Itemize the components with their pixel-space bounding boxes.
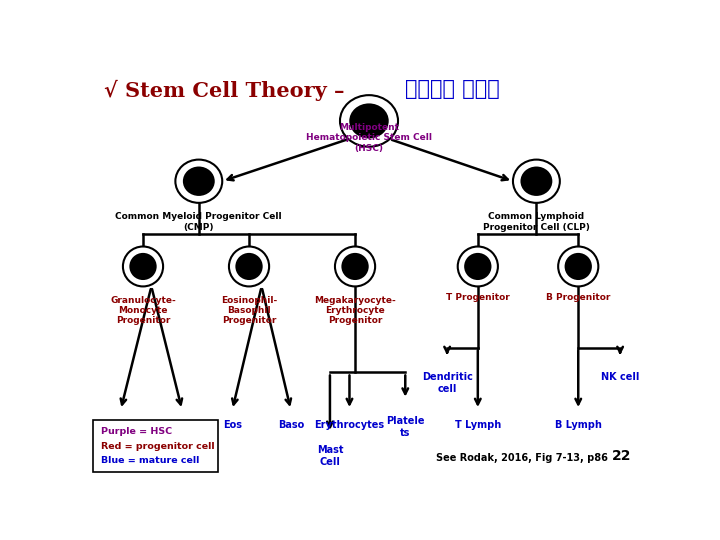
Text: Megakaryocyte-
Erythrocyte
Progenitor: Megakaryocyte- Erythrocyte Progenitor [314,295,396,326]
Ellipse shape [513,160,560,203]
FancyBboxPatch shape [93,420,218,472]
Text: Multipotent
Hematopoietic Stem Cell
(HSC): Multipotent Hematopoietic Stem Cell (HSC… [306,123,432,153]
Text: Common Myeloid Progenitor Cell
(CMP): Common Myeloid Progenitor Cell (CMP) [115,212,282,232]
Ellipse shape [335,246,375,286]
Text: Neut: Neut [107,420,134,430]
Ellipse shape [558,246,598,286]
Text: √ Stem Cell Theory –: √ Stem Cell Theory – [104,79,344,100]
Ellipse shape [521,166,552,196]
Text: Platele
ts: Platele ts [386,416,425,438]
Ellipse shape [464,253,492,280]
Text: Eos: Eos [222,420,242,430]
Ellipse shape [340,95,398,147]
Text: Mono: Mono [167,420,197,430]
Ellipse shape [564,253,592,280]
Text: T Lymph: T Lymph [455,420,501,430]
Text: Erythrocytes: Erythrocytes [315,420,384,430]
Text: Granulocyte-
Monocyte
Progenitor: Granulocyte- Monocyte Progenitor [110,295,176,326]
Ellipse shape [130,253,157,280]
Ellipse shape [341,253,369,280]
Ellipse shape [123,246,163,286]
Ellipse shape [235,253,263,280]
Ellipse shape [458,246,498,286]
Ellipse shape [349,103,389,138]
Text: Red = progenitor cell: Red = progenitor cell [101,442,215,450]
Text: 22: 22 [612,449,631,463]
Ellipse shape [229,246,269,286]
Text: 단일계통 발생설: 단일계통 발생설 [405,79,500,99]
Text: See Rodak, 2016, Fig 7-13, p86: See Rodak, 2016, Fig 7-13, p86 [436,453,608,463]
Text: Baso: Baso [278,420,304,430]
Text: Common Lymphoid
Progenitor Cell (CLP): Common Lymphoid Progenitor Cell (CLP) [483,212,590,232]
Ellipse shape [183,166,215,196]
Text: Dendritic
cell: Dendritic cell [422,373,472,394]
Ellipse shape [176,160,222,203]
Text: B Progenitor: B Progenitor [546,294,611,302]
Text: B Lymph: B Lymph [555,420,602,430]
Text: Purple = HSC: Purple = HSC [101,427,172,436]
Text: Blue = mature cell: Blue = mature cell [101,456,199,465]
Text: NK cell: NK cell [601,373,639,382]
Text: T Progenitor: T Progenitor [446,294,510,302]
Text: Mast
Cell: Mast Cell [317,446,343,467]
Text: Eosinophil-
Basophil
Progenitor: Eosinophil- Basophil Progenitor [221,295,277,326]
